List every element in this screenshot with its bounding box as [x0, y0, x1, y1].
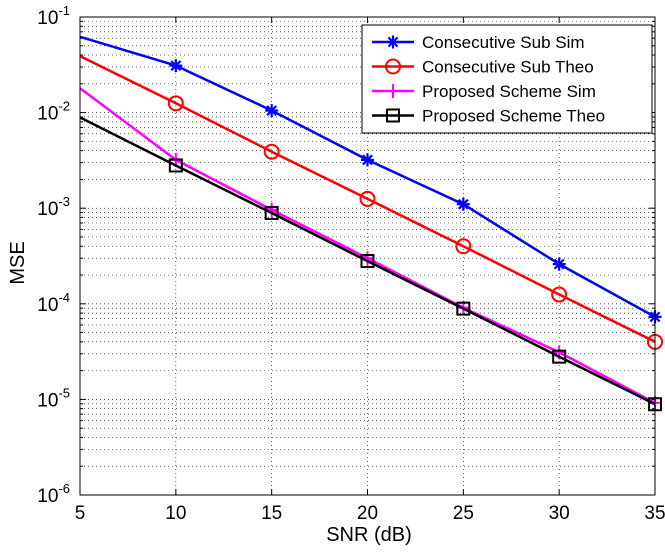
square-marker	[264, 206, 279, 221]
asterisk-marker	[265, 104, 279, 118]
circle-marker	[359, 190, 376, 207]
legend-label: Consecutive Sub Theo	[422, 58, 594, 77]
asterisk-marker	[386, 35, 400, 49]
asterisk-stroke	[553, 258, 565, 270]
x-tick-label: 15	[261, 503, 282, 524]
circle-marker	[167, 95, 184, 112]
series-line	[79, 116, 656, 406]
asterisk-marker	[169, 59, 183, 73]
legend-entry: Consecutive Sub Theo	[372, 58, 594, 77]
asterisk-marker	[456, 197, 470, 211]
legend-label: Proposed Scheme Theo	[422, 107, 605, 126]
y-tick-label: 10-2	[37, 99, 70, 125]
x-tick-label: 10	[165, 503, 186, 524]
tick-labels: 5 10 15 20 25 30 35 10-6 10-5 10-4 10-3 10-2 10-1	[37, 3, 665, 524]
asterisk-stroke	[170, 60, 182, 71]
x-tick-label: 30	[549, 503, 570, 524]
plot-frame	[79, 16, 656, 496]
square-marker	[552, 349, 567, 364]
asterisk-stroke	[266, 105, 278, 116]
legend-entry: Proposed Scheme Theo	[372, 107, 605, 126]
circle-marker	[385, 58, 401, 75]
asterisk-marker	[552, 257, 566, 271]
circle-marker	[455, 238, 472, 255]
square-marker	[360, 254, 375, 269]
x-tick-label: 5	[75, 503, 86, 524]
y-axis-title: MSE	[7, 241, 29, 284]
legend-entry: Proposed Scheme Sim	[372, 82, 596, 101]
legend-label: Consecutive Sub Sim	[422, 33, 585, 52]
legend-entry: Consecutive Sub Sim	[372, 33, 585, 52]
asterisk-stroke	[387, 36, 399, 48]
square-marker	[456, 301, 471, 316]
x-tick-label: 25	[453, 503, 474, 524]
series-4	[79, 116, 662, 412]
x-tick-label: 35	[644, 503, 665, 524]
circle-marker	[263, 143, 280, 160]
square-marker	[168, 158, 183, 173]
asterisk-stroke	[362, 154, 373, 166]
series-line	[79, 54, 656, 343]
y-tick-label: 10-5	[37, 385, 70, 411]
circle-marker	[551, 286, 568, 303]
legend: Consecutive Sub Sim Consecutive Sub Theo P…	[361, 24, 653, 134]
y-tick-label: 10-4	[37, 290, 70, 316]
asterisk-stroke	[457, 198, 469, 210]
plus-marker	[386, 84, 400, 98]
x-tick-label: 20	[357, 503, 378, 524]
asterisk-marker	[361, 153, 374, 167]
series-layer	[79, 35, 663, 412]
y-tick-label: 10-1	[37, 3, 70, 29]
legend-label: Proposed Scheme Sim	[422, 82, 596, 101]
y-tick-label: 10-6	[37, 481, 70, 507]
y-tick-label: 10-3	[37, 194, 70, 220]
x-axis-title: SNR (dB)	[326, 524, 412, 546]
square-marker	[386, 108, 400, 123]
